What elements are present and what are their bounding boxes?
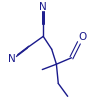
Text: N: N	[8, 54, 16, 64]
Text: O: O	[79, 32, 87, 42]
Text: N: N	[39, 2, 47, 13]
